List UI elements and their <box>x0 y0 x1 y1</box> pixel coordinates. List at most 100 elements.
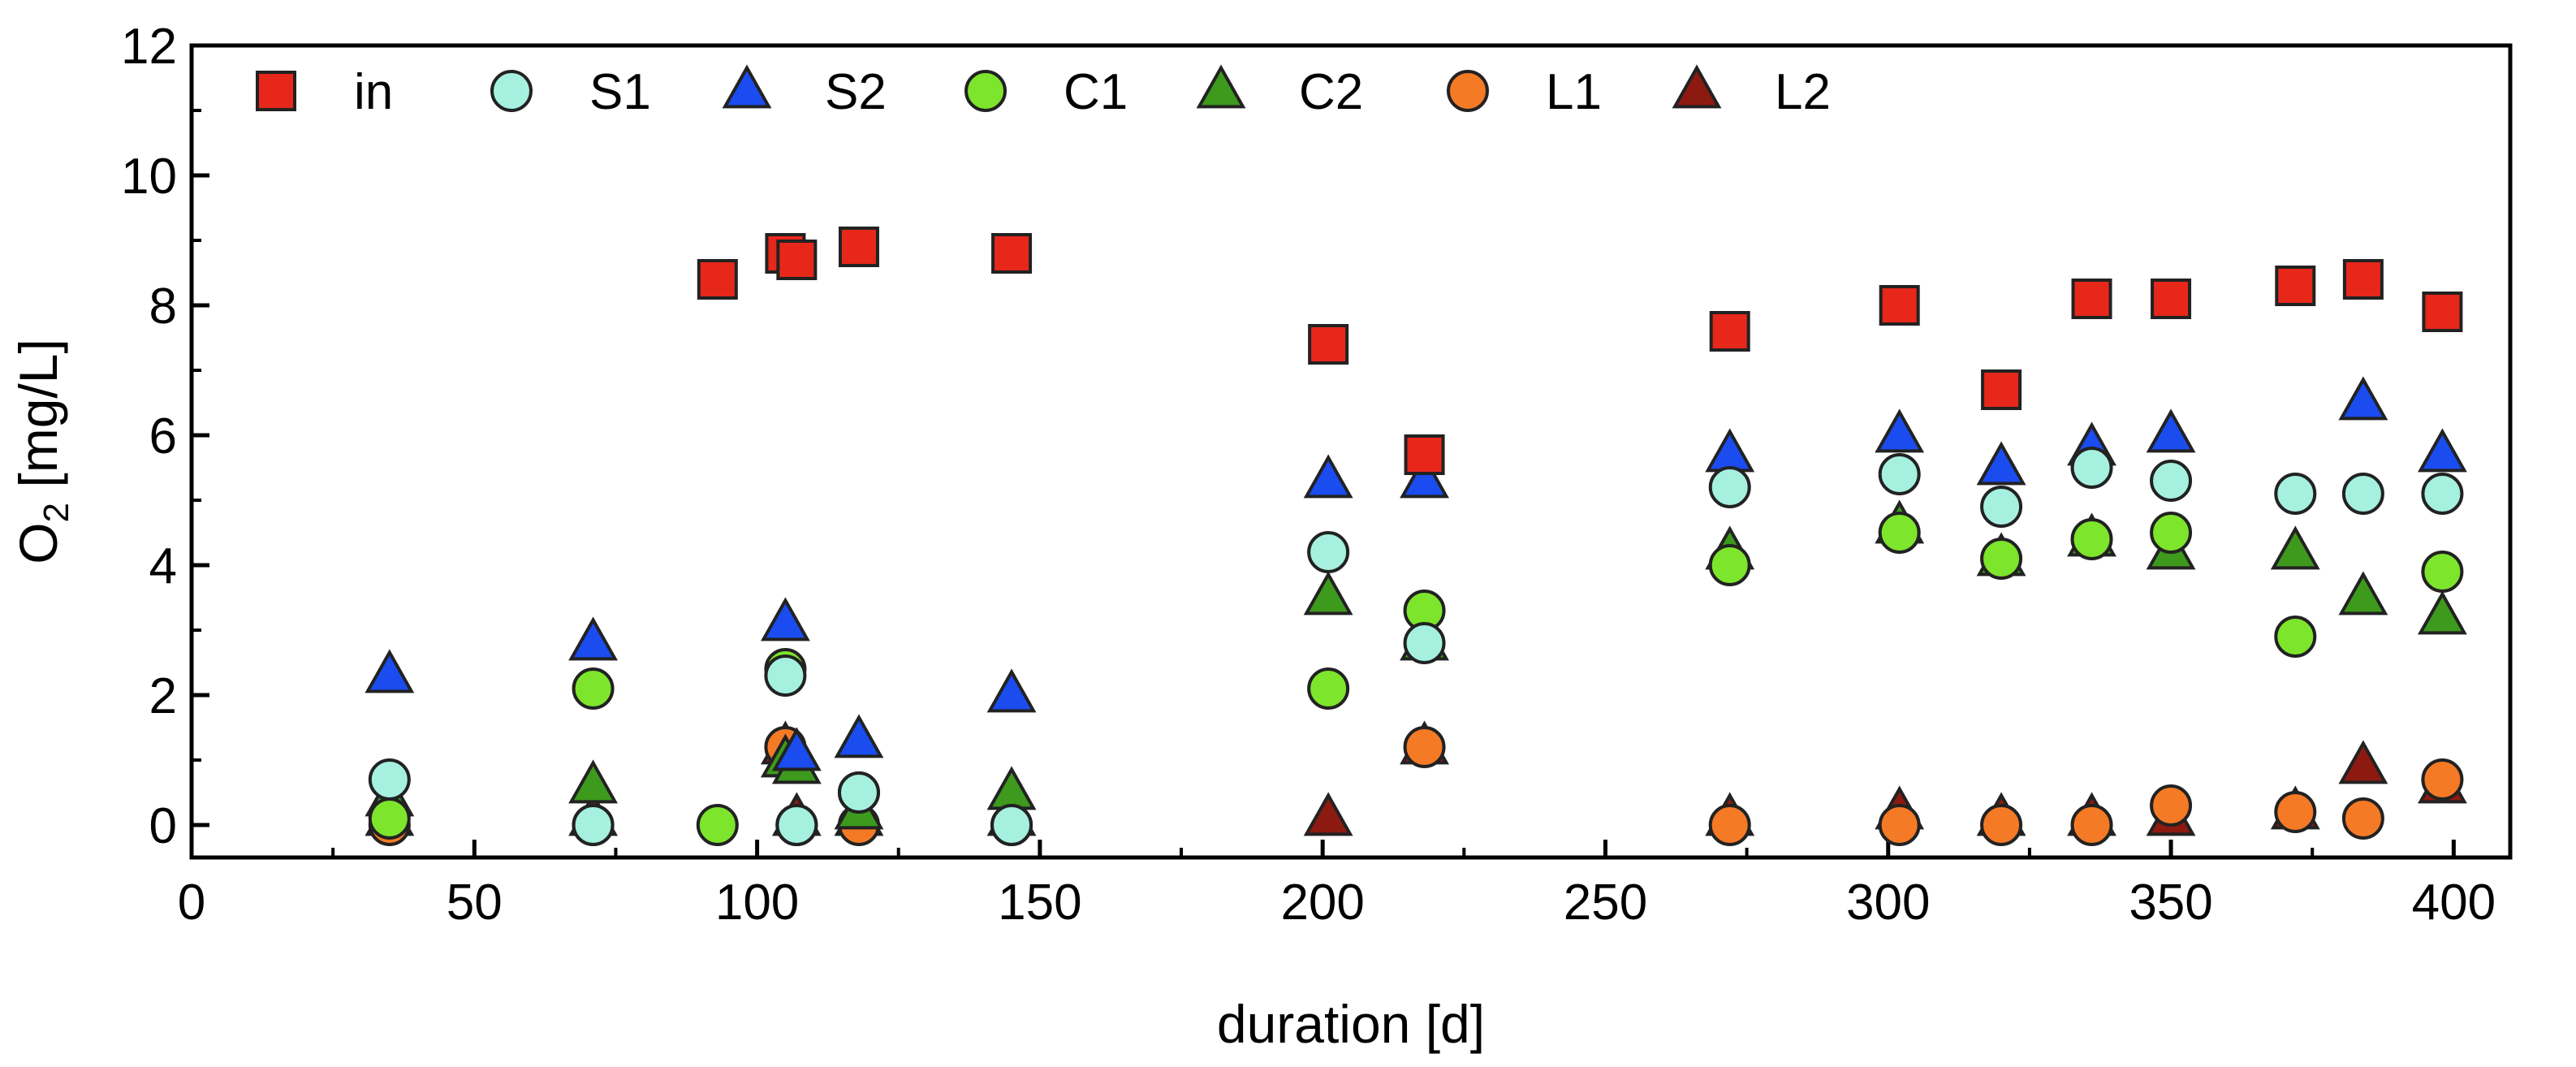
data-point-S1 <box>1708 466 1751 508</box>
x-tick-label: 50 <box>447 875 503 931</box>
data-point-L1 <box>2150 784 2193 827</box>
data-point-L1 <box>2341 797 2384 840</box>
legend-label-S2: S2 <box>825 64 887 120</box>
data-point-C2 <box>2338 571 2388 616</box>
data-point-S1 <box>2421 473 2464 515</box>
y-tick-label: 0 <box>149 798 177 854</box>
data-point-S1 <box>2150 460 2193 502</box>
legend-marker-in <box>256 71 296 111</box>
legend-marker-L2 <box>1672 64 1722 109</box>
data-point-C2 <box>1303 571 1353 616</box>
data-point-S2 <box>1303 454 1353 499</box>
legend-label-L2: L2 <box>1775 64 1831 120</box>
legend-item-C1: C1 <box>964 64 1128 120</box>
legend-label-in: in <box>354 64 393 120</box>
series-in <box>697 227 2463 475</box>
legend-item-in: in <box>256 64 393 120</box>
legend-marker-S2 <box>722 64 772 109</box>
data-point-S2 <box>2146 408 2196 453</box>
data-point-in <box>776 240 818 280</box>
data-point-C1 <box>1980 538 2023 580</box>
data-point-S1 <box>2070 447 2113 489</box>
data-point-in <box>2071 279 2112 319</box>
data-point-L1 <box>2421 758 2464 801</box>
data-point-L2 <box>1303 792 1353 836</box>
data-point-S2 <box>986 668 1037 713</box>
legend-item-L2: L2 <box>1672 64 1831 120</box>
legend: in S1 S2 C1 C2 L1 L2 <box>256 64 1831 120</box>
data-point-S1 <box>1307 531 1350 573</box>
y-axis-title-subscript: 2 <box>37 503 76 522</box>
y-axis-title-unit: [mg/L] <box>8 339 68 503</box>
series-L1 <box>368 726 2464 846</box>
series-C1 <box>368 512 2464 846</box>
data-point-L2 <box>2338 740 2388 784</box>
data-point-in <box>1981 369 2022 410</box>
data-point-C1 <box>572 667 615 710</box>
data-point-L1 <box>2070 804 2113 846</box>
plot-frame <box>189 43 2513 860</box>
series-S1 <box>368 447 2464 846</box>
data-point-S1 <box>1403 622 1446 664</box>
data-point-S1 <box>764 654 807 697</box>
data-point-C1 <box>696 804 739 846</box>
x-axis: 0 50 100 150 200 250 300 350 400 <box>178 840 2496 931</box>
data-point-L1 <box>1708 804 1751 846</box>
data-point-in <box>838 227 879 267</box>
y-tick-label: 6 <box>149 408 177 464</box>
data-point-S1 <box>368 758 411 801</box>
data-point-S1 <box>2341 473 2384 515</box>
data-point-S1 <box>990 804 1033 846</box>
data-point-in <box>1709 311 1750 352</box>
x-tick-label: 200 <box>1280 875 1364 931</box>
data-point-C2 <box>986 766 1037 810</box>
data-point-S1 <box>1878 453 1921 495</box>
x-tick-label: 150 <box>998 875 1081 931</box>
data-point-C1 <box>1878 512 1921 554</box>
x-tick-label: 250 <box>1564 875 1647 931</box>
data-point-S2 <box>1400 454 1449 499</box>
data-point-C1 <box>1708 544 1751 586</box>
data-point-in <box>1879 285 1920 326</box>
y-axis-title: O2 [mg/L] <box>8 339 76 564</box>
data-point-S2 <box>1976 441 2026 486</box>
data-point-in <box>1404 434 1445 475</box>
legend-marker-L1 <box>1447 70 1489 112</box>
x-tick-label: 100 <box>715 875 799 931</box>
y-tick-label: 10 <box>121 149 177 205</box>
data-point-S2 <box>365 649 415 693</box>
data-point-S2 <box>1875 408 1925 453</box>
data-point-S1 <box>775 804 818 846</box>
data-point-S1 <box>572 804 615 846</box>
data-point-in <box>2422 292 2463 332</box>
legend-marker-S1 <box>490 70 533 112</box>
legend-marker-C1 <box>964 70 1007 112</box>
legend-marker-C2 <box>1196 64 1246 109</box>
data-point-in <box>2342 259 2384 300</box>
y-axis: 0 2 4 6 8 10 12 <box>121 19 209 854</box>
data-point-C1 <box>368 797 411 840</box>
data-point-C1 <box>1307 667 1350 710</box>
data-point-L1 <box>1878 804 1921 846</box>
legend-item-L1: L1 <box>1447 64 1602 120</box>
data-point-C2 <box>2270 525 2320 570</box>
data-point-S2 <box>568 616 619 661</box>
data-point-C1 <box>2070 518 2113 560</box>
series-S2 <box>365 376 2467 771</box>
data-point-in <box>697 259 738 300</box>
data-point-S2 <box>2417 428 2467 473</box>
x-tick-label: 400 <box>2412 875 2496 931</box>
data-point-in <box>1308 324 1349 365</box>
series-C2 <box>365 499 2467 830</box>
legend-item-S2: S2 <box>722 64 887 120</box>
x-axis-title: duration [d] <box>1217 994 1485 1054</box>
x-tick-label: 350 <box>2129 875 2212 931</box>
legend-item-C2: C2 <box>1196 64 1363 120</box>
data-point-C1 <box>2421 551 2464 593</box>
data-point-in <box>2275 266 2316 306</box>
data-point-in <box>991 233 1033 274</box>
data-point-S1 <box>2274 473 2317 515</box>
data-point-S1 <box>837 771 880 814</box>
